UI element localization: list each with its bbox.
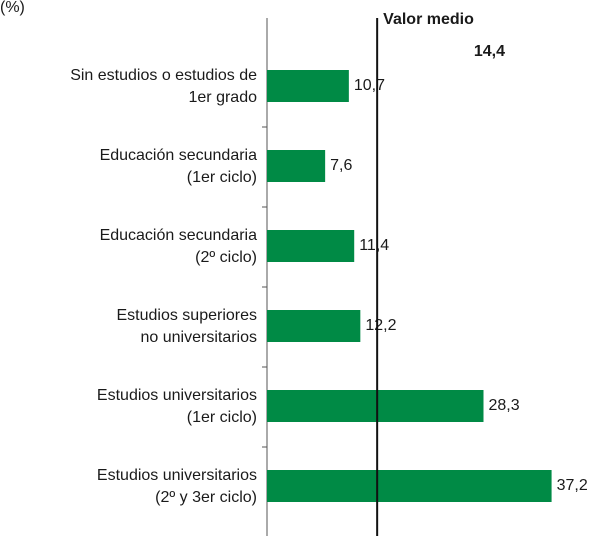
category-label: no universitarios	[141, 329, 258, 346]
value-label: 7,6	[330, 157, 352, 174]
mean-value-label: 14,4	[474, 43, 505, 60]
category-label: Estudios superiores	[116, 307, 257, 324]
value-label: 10,7	[354, 77, 385, 94]
bar	[267, 150, 326, 182]
bar	[267, 470, 552, 502]
value-label: 37,2	[557, 477, 588, 494]
bar	[267, 310, 361, 342]
category-label: Estudios universitarios	[97, 467, 257, 484]
category-label: (1er ciclo)	[187, 169, 257, 186]
category-label: Sin estudios o estudios de	[70, 67, 257, 84]
bar	[267, 390, 484, 422]
bar	[267, 70, 349, 102]
bar	[267, 230, 355, 262]
category-label: Educación secundaria	[100, 147, 258, 164]
value-label: 28,3	[488, 397, 519, 414]
category-label: Estudios universitarios	[97, 387, 257, 404]
category-label: (2º ciclo)	[195, 249, 257, 266]
value-label: 12,2	[365, 317, 396, 334]
category-label: (2º y 3er ciclo)	[155, 489, 257, 506]
category-label: (1er ciclo)	[187, 409, 257, 426]
unit-label: (%)	[0, 0, 25, 16]
category-label: 1er grado	[189, 89, 258, 106]
mean-label: Valor medio	[383, 11, 474, 28]
value-label: 11,4	[359, 237, 389, 254]
category-label: Educación secundaria	[100, 227, 258, 244]
